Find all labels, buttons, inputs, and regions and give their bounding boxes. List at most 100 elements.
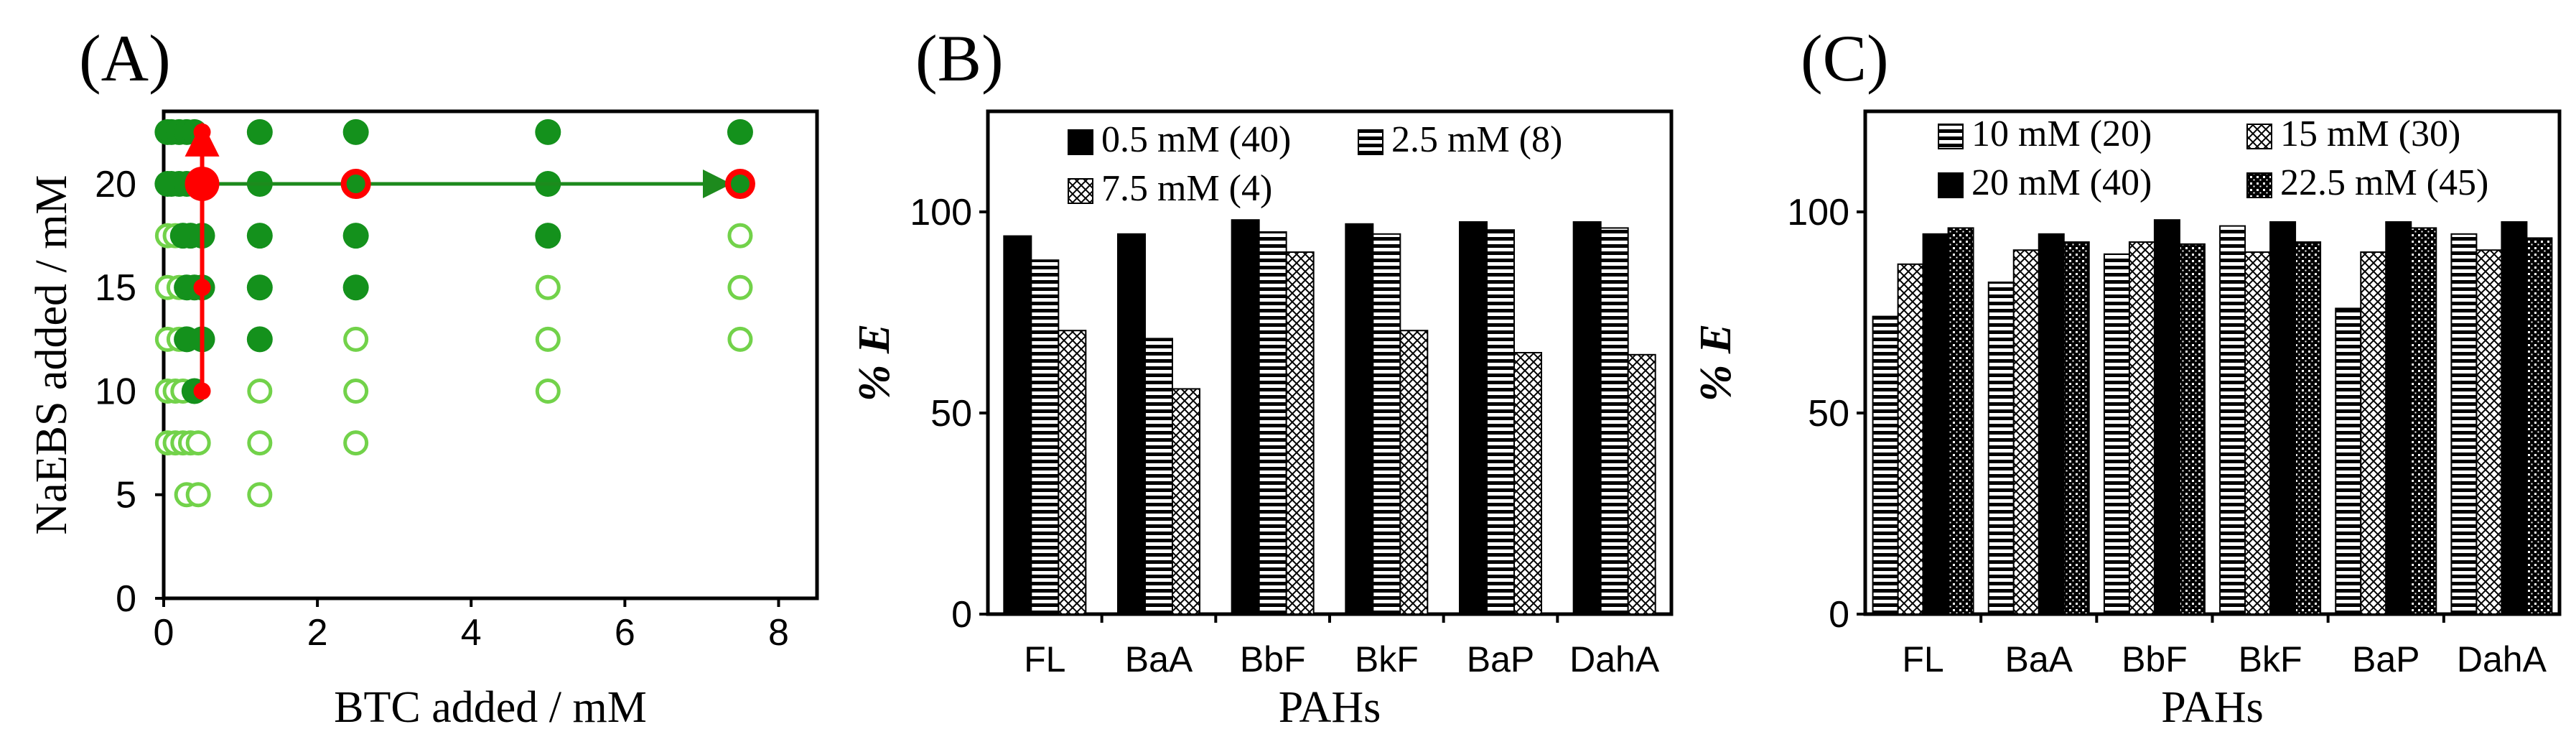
open-point bbox=[247, 430, 273, 456]
y-axis-label: % E bbox=[850, 324, 899, 402]
bar-solid bbox=[1345, 223, 1374, 615]
bar-solid bbox=[2385, 221, 2412, 615]
x-tick-label: FL bbox=[1024, 639, 1065, 679]
x-tick-label: BbF bbox=[2122, 639, 2188, 679]
y-tick-label: 0 bbox=[116, 578, 136, 620]
bar-solid bbox=[1003, 235, 1032, 616]
open-point bbox=[247, 482, 273, 508]
bar-hlines bbox=[1987, 282, 2015, 615]
x-tick-label: DahA bbox=[2457, 639, 2547, 679]
highlight-point bbox=[193, 123, 211, 141]
legend-label: 10 mM (20) bbox=[1971, 113, 2152, 154]
bar-hlines bbox=[2335, 307, 2362, 615]
y-tick-label: 5 bbox=[116, 475, 136, 516]
x-tick-label: BaP bbox=[1467, 639, 1535, 679]
legend-label: 7.5 mM (4) bbox=[1101, 168, 1272, 209]
x-tick-label: FL bbox=[1902, 639, 1943, 679]
x-tick-label: BaA bbox=[1125, 639, 1193, 679]
filled-point bbox=[246, 274, 273, 301]
y-tick-label: 50 bbox=[930, 393, 972, 435]
bar-solid bbox=[1572, 221, 1602, 615]
highlight-point bbox=[185, 166, 220, 201]
open-point bbox=[535, 274, 561, 300]
bar-solid bbox=[2153, 219, 2180, 615]
y-tick-label: 10 bbox=[95, 371, 136, 412]
legend-label: 2.5 mM (8) bbox=[1391, 119, 1562, 160]
bar-hlines bbox=[1372, 233, 1401, 615]
open-point bbox=[535, 378, 561, 404]
bar-hlines bbox=[1486, 229, 1515, 615]
y-tick-label: 0 bbox=[1829, 594, 1849, 636]
open-point bbox=[535, 326, 561, 352]
bar-solid bbox=[2501, 221, 2528, 615]
highlight-point bbox=[193, 382, 211, 400]
plot-frame-a bbox=[162, 109, 819, 600]
bar-solid bbox=[1231, 219, 1260, 615]
highlight-point bbox=[340, 168, 371, 199]
x-tick-label: 6 bbox=[615, 612, 635, 654]
filled-point bbox=[342, 223, 369, 249]
bar-cross bbox=[1627, 353, 1656, 615]
legend-swatch bbox=[1068, 178, 1093, 204]
legend-swatch bbox=[1068, 129, 1093, 155]
bar-cross bbox=[2012, 249, 2040, 615]
panel-a: (A) 0 2 4 6 8 0 5 10 15 20 BTC added / mM NaEBS adde… bbox=[27, 22, 819, 732]
x-axis-label: BTC added / mM bbox=[334, 683, 647, 732]
bar-cross bbox=[1513, 352, 1542, 615]
bar-dots bbox=[2063, 241, 2090, 615]
filled-point bbox=[727, 119, 753, 145]
x-tick-label: 8 bbox=[768, 612, 789, 654]
bar-hlines bbox=[1030, 259, 1060, 615]
legend-swatch bbox=[1358, 129, 1383, 155]
bar-cross bbox=[2475, 249, 2503, 615]
legend-label: 22.5 mM (45) bbox=[2280, 162, 2488, 203]
bar-hlines bbox=[2450, 233, 2478, 615]
bar-dots bbox=[2295, 241, 2322, 615]
x-tick-label: BkF bbox=[2239, 639, 2302, 679]
bar-solid bbox=[1922, 233, 1949, 615]
bar-dots bbox=[2526, 237, 2553, 615]
y-tick-label: 0 bbox=[951, 594, 972, 636]
filled-point bbox=[246, 119, 273, 145]
filled-point bbox=[535, 223, 561, 249]
bar-hlines bbox=[2103, 253, 2130, 615]
filled-point bbox=[535, 119, 561, 145]
open-point bbox=[727, 274, 753, 300]
legend-swatch bbox=[1938, 124, 1964, 149]
x-tick-label: BaA bbox=[2005, 639, 2073, 679]
y-axis-label: NaEBS added / mM bbox=[27, 175, 76, 534]
y-tick-label: 100 bbox=[1787, 192, 1849, 233]
y-axis-label: % E bbox=[1691, 324, 1740, 402]
legend-swatch bbox=[2246, 172, 2272, 198]
legend-swatch bbox=[1938, 172, 1964, 198]
open-point bbox=[185, 430, 211, 456]
highlight-point bbox=[193, 279, 211, 297]
x-tick-label: BkF bbox=[1355, 639, 1419, 679]
bar-cross bbox=[1897, 263, 1924, 615]
open-point bbox=[343, 378, 369, 404]
y-tick-label: 50 bbox=[1808, 393, 1849, 435]
x-tick-label: 2 bbox=[307, 612, 328, 654]
bar-hlines bbox=[2219, 225, 2246, 616]
bar-hlines bbox=[1872, 315, 1899, 615]
open-point bbox=[343, 326, 369, 352]
highlight-point bbox=[724, 168, 755, 199]
y-tick-label: 20 bbox=[95, 164, 136, 205]
panel-b: (B) 0 50 100 FL BaA BbF BkF BaP DahA PAHs % E 0.5 mM… bbox=[850, 22, 1674, 732]
bar-dots bbox=[2410, 227, 2437, 615]
legend-swatch bbox=[2246, 124, 2272, 149]
y-tick-label: 100 bbox=[910, 192, 972, 233]
bar-cross bbox=[1172, 388, 1200, 616]
filled-point bbox=[342, 274, 369, 301]
open-point bbox=[185, 482, 211, 508]
bar-cross bbox=[2360, 251, 2387, 615]
open-point bbox=[727, 326, 753, 352]
x-tick-label: 4 bbox=[461, 612, 482, 654]
bar-dots bbox=[2178, 243, 2206, 615]
panel-label: (B) bbox=[915, 22, 1004, 95]
open-point bbox=[727, 223, 753, 249]
filled-point bbox=[342, 119, 369, 145]
panel-c: (C) 0 50 100 FL BaA BbF BkF BaP DahA PAHs % E 10 mM … bbox=[1691, 22, 2562, 732]
bar-cross bbox=[1285, 251, 1315, 615]
